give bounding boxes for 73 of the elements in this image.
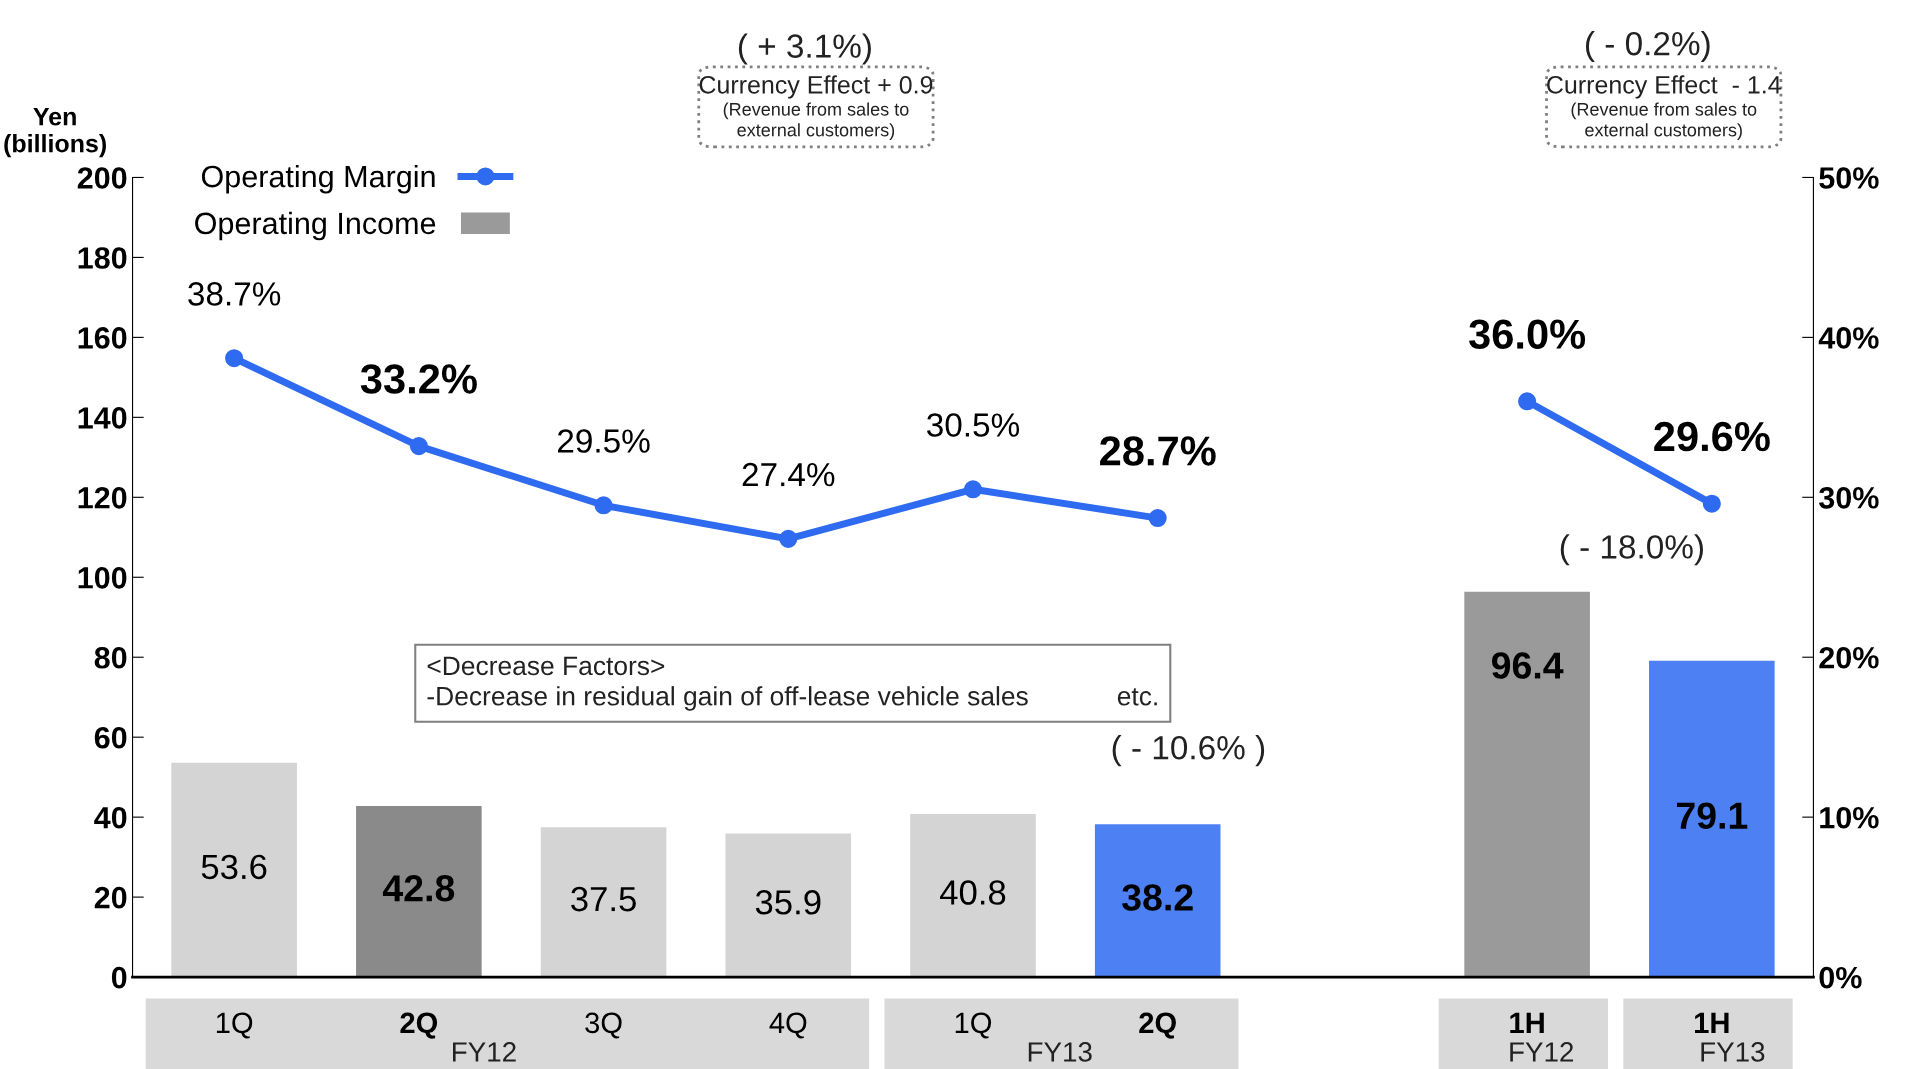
bar bbox=[356, 805, 482, 978]
point bbox=[1148, 509, 1167, 528]
data-label: 37.5 bbox=[571, 886, 636, 912]
bar bbox=[1094, 824, 1221, 978]
x-tick-label: 4Q bbox=[769, 1012, 807, 1039]
data-label: 33.2% bbox=[360, 364, 477, 394]
data-label: 38.2 bbox=[1122, 884, 1193, 911]
y-tick-label: 100 bbox=[78, 567, 127, 589]
x-tick-label: 2Q bbox=[400, 1012, 438, 1039]
data-label: 28.7% bbox=[1100, 436, 1216, 466]
text: FY12 bbox=[453, 1042, 516, 1062]
bar bbox=[1464, 591, 1590, 978]
y-tick-label: 40 bbox=[94, 806, 127, 829]
y-axis-title: Yen (billions) bbox=[4, 108, 106, 158]
y2-tick-label: 50% bbox=[1819, 167, 1879, 189]
data-label: 38.7% bbox=[188, 282, 281, 306]
x-tick-label: 1H bbox=[1695, 1012, 1729, 1033]
y-tick-label: 20 bbox=[94, 886, 127, 909]
x-tick-label: 3Q bbox=[585, 1012, 622, 1039]
data-label: 29.5% bbox=[557, 429, 650, 453]
y-tick-label: 120 bbox=[78, 487, 127, 509]
y-tick-label: 160 bbox=[78, 327, 127, 349]
text: Currency Effect - 1.4 bbox=[1547, 75, 1781, 99]
point bbox=[594, 496, 613, 515]
text: ( + 3.1%) bbox=[738, 33, 871, 65]
point bbox=[779, 529, 798, 548]
text: FY13 bbox=[1028, 1042, 1092, 1062]
point bbox=[409, 437, 428, 456]
y2-tick-label: 20% bbox=[1819, 646, 1879, 669]
legend-label: Operating Income bbox=[195, 211, 436, 241]
point bbox=[225, 349, 244, 368]
text: (Revenue from sales to external customers) bbox=[723, 102, 909, 141]
data-label: 96.4 bbox=[1491, 652, 1564, 679]
text: FY13 bbox=[1701, 1042, 1765, 1062]
data-label: 27.4% bbox=[742, 462, 835, 487]
x-tick-label: 1H bbox=[1510, 1012, 1544, 1033]
annotation: <Decrease Factors> -Decrease in residual gain of off-lease vehicle sales etc. bbox=[427, 656, 1157, 711]
x-tick-label: 1Q bbox=[955, 1012, 992, 1039]
y-tick-label: 180 bbox=[78, 247, 127, 269]
bar bbox=[540, 827, 667, 978]
text: FY12 bbox=[1510, 1042, 1574, 1062]
y-tick-label: 80 bbox=[94, 646, 127, 669]
data-label: 29.6% bbox=[1654, 421, 1770, 452]
bar bbox=[171, 762, 297, 978]
y-tick-label: 0 bbox=[111, 966, 127, 989]
data-label: 35.9 bbox=[755, 890, 821, 915]
text: Currency Effect + 0.9 bbox=[699, 75, 933, 99]
y2-tick-label: 30% bbox=[1818, 487, 1879, 509]
y2-tick-label: 0% bbox=[1819, 966, 1862, 989]
y-tick-label: 60 bbox=[94, 726, 127, 749]
data-label: 42.8 bbox=[382, 875, 455, 902]
y2-tick-label: 40% bbox=[1818, 327, 1879, 349]
data-label: 30.5% bbox=[927, 413, 1020, 437]
data-label: 36.0% bbox=[1469, 319, 1586, 350]
bar bbox=[1649, 660, 1775, 978]
annotation: ( - 10.6% ) bbox=[1112, 735, 1265, 767]
point bbox=[1518, 392, 1537, 411]
point bbox=[1702, 494, 1721, 513]
data-label: 40.8 bbox=[940, 880, 1006, 905]
point bbox=[963, 480, 983, 499]
text: ( - 0.2%) bbox=[1585, 31, 1710, 63]
data-label: 79.1 bbox=[1676, 802, 1748, 830]
y2-tick-label: 10% bbox=[1820, 806, 1879, 829]
legend-label: Operating Margin bbox=[201, 164, 435, 194]
bar bbox=[725, 833, 852, 978]
x-tick-label: 2Q bbox=[1139, 1012, 1176, 1039]
data-label: 53.6 bbox=[201, 854, 267, 880]
y-tick-label: 200 bbox=[77, 167, 127, 189]
bar bbox=[910, 813, 1036, 978]
text: (Revenue from sales to external customers) bbox=[1571, 102, 1757, 141]
x-tick-label: 1Q bbox=[216, 1012, 253, 1039]
y-tick-label: 140 bbox=[78, 407, 127, 429]
annotation: ( - 18.0%) bbox=[1560, 534, 1703, 566]
